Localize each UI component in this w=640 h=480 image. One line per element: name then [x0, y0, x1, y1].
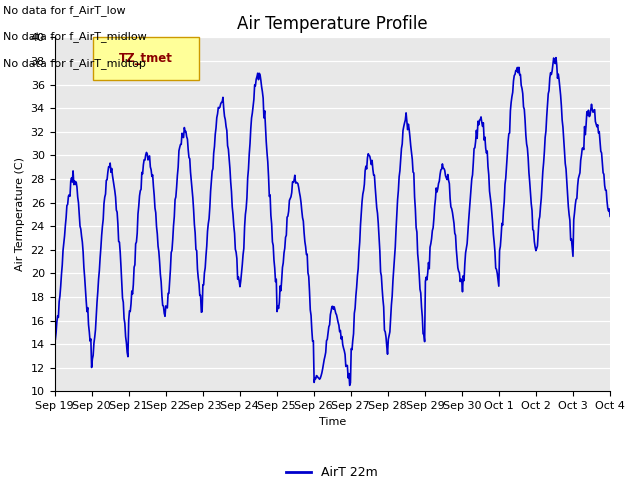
Text: No data for f_AirT_midtop: No data for f_AirT_midtop	[3, 58, 146, 69]
FancyBboxPatch shape	[93, 37, 199, 80]
Text: No data for f_AirT_low: No data for f_AirT_low	[3, 5, 126, 16]
Title: Air Temperature Profile: Air Temperature Profile	[237, 15, 428, 33]
Legend: AirT 22m: AirT 22m	[282, 461, 383, 480]
Text: TZ_tmet: TZ_tmet	[119, 52, 173, 65]
Y-axis label: Air Termperature (C): Air Termperature (C)	[15, 157, 25, 271]
X-axis label: Time: Time	[319, 417, 346, 427]
Text: No data for f_AirT_midlow: No data for f_AirT_midlow	[3, 31, 147, 42]
